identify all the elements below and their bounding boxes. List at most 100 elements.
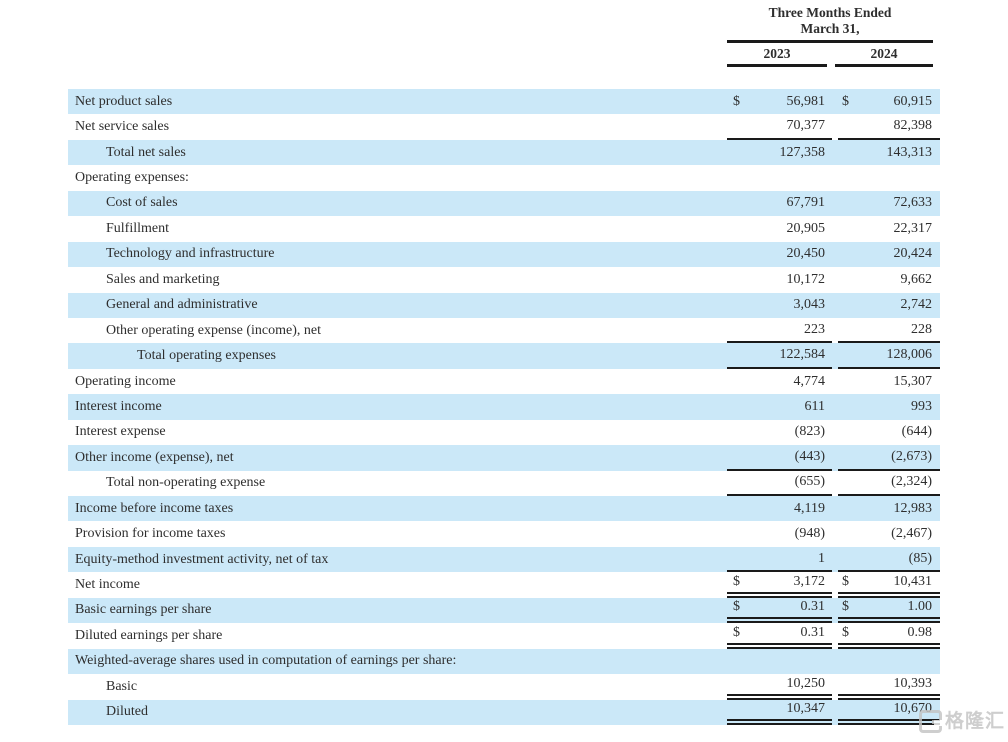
row-label: Net product sales <box>75 93 173 109</box>
table-row: Net service sales 70,377 82,398 <box>68 114 940 140</box>
table-row: Net income $ 3,172 $ 10,431 <box>68 572 940 598</box>
value-cell-2023 <box>727 649 832 674</box>
table-row: Cost of sales 67,791 72,633 <box>68 190 940 217</box>
table-row: Interest income 611 993 <box>68 394 940 420</box>
value-cell-2024: (2,673) <box>838 445 940 471</box>
value-cell-2024: 82,398 <box>838 114 940 140</box>
row-label: Sales and marketing <box>106 271 220 287</box>
value-cell-2023: 67,791 <box>727 191 832 216</box>
row-label: Net income <box>75 577 140 593</box>
value-2024: 72,633 <box>893 195 933 211</box>
row-label: Operating expenses: <box>75 170 189 186</box>
table-row: Fulfillment 20,905 22,317 <box>68 216 940 241</box>
value-cell-2023: (655) <box>727 471 832 496</box>
row-label: Weighted-average shares used in computat… <box>75 653 457 669</box>
dollar-sign-2023: $ <box>733 599 740 615</box>
value-cell-2024 <box>838 165 940 190</box>
value-cell-2024: 15,307 <box>838 369 940 394</box>
row-label: Operating income <box>75 373 176 389</box>
value-2023: 20,905 <box>786 220 826 236</box>
value-2023: 10,347 <box>786 701 826 717</box>
value-2023: 10,172 <box>786 271 826 287</box>
value-cell-2024: $ 60,915 <box>838 89 940 114</box>
value-2023: 611 <box>804 398 825 414</box>
value-cell-2024: (644) <box>838 420 940 445</box>
value-cell-2023: $ 3,172 <box>727 572 832 598</box>
table-row: General and administrative 3,043 2,742 <box>68 292 940 318</box>
value-2024: 0.98 <box>907 624 933 640</box>
value-2023: 4,774 <box>793 373 826 389</box>
value-2023: 70,377 <box>786 118 826 134</box>
year-headers-row: 2023 2024 <box>727 45 933 67</box>
value-2024: 60,915 <box>893 93 933 109</box>
value-2023: 1 <box>818 550 825 566</box>
value-2023: 20,450 <box>786 246 826 262</box>
value-2024: 128,006 <box>886 347 933 363</box>
value-cell-2023: 70,377 <box>727 114 832 140</box>
value-2023: (948) <box>794 526 825 542</box>
period-title-line2: March 31, <box>800 21 860 36</box>
row-label: Interest income <box>75 398 162 414</box>
value-cell-2024: 12,983 <box>838 496 940 521</box>
table-row: Diluted 10,347 10,670 <box>68 699 940 725</box>
value-cell-2023: 20,905 <box>727 216 832 241</box>
value-2023: 0.31 <box>800 599 826 615</box>
value-2023: 10,250 <box>786 675 826 691</box>
row-label: Total net sales <box>106 144 186 160</box>
value-2024: 22,317 <box>893 220 933 236</box>
value-2024: 10,393 <box>893 675 933 691</box>
row-label: Other income (expense), net <box>75 449 234 465</box>
value-2023: 67,791 <box>786 195 826 211</box>
value-cell-2023: 127,358 <box>727 140 832 165</box>
value-cell-2023: 10,250 <box>727 674 832 700</box>
value-cell-2024: 10,393 <box>838 674 940 700</box>
table-row: Diluted earnings per share $ 0.31 $ 0.98 <box>68 623 940 649</box>
value-cell-2024: (2,324) <box>838 471 940 496</box>
value-cell-2023: (443) <box>727 445 832 471</box>
value-cell-2024: 72,633 <box>838 191 940 216</box>
table-row: Net product sales $ 56,981 $ 60,915 <box>68 89 940 115</box>
dollar-sign-2024: $ <box>842 599 849 615</box>
value-cell-2024: $ 10,431 <box>838 572 940 598</box>
table-row: Total non-operating expense (655) (2,324… <box>68 471 940 496</box>
row-label: Total operating expenses <box>137 348 276 364</box>
table-row: Basic earnings per share $ 0.31 $ 1.00 <box>68 597 940 624</box>
value-2024: (85) <box>908 550 932 566</box>
row-label: Equity-method investment activity, net o… <box>75 551 329 567</box>
period-title-line1: Three Months Ended <box>768 5 892 20</box>
value-cell-2023: $ 0.31 <box>727 598 832 624</box>
gelonghui-watermark: 格隆汇 <box>918 710 1005 733</box>
table-row: Total net sales 127,358 143,313 <box>68 139 940 166</box>
value-cell-2023: (948) <box>727 521 832 546</box>
value-cell-2023 <box>727 165 832 190</box>
row-label: Diluted <box>106 704 148 720</box>
value-2023: (443) <box>794 448 825 464</box>
dollar-sign-2024: $ <box>842 93 849 109</box>
table-row: Other operating expense (income), net 22… <box>68 318 940 344</box>
value-2024: 10,431 <box>893 574 933 590</box>
value-cell-2024: 20,424 <box>838 242 940 267</box>
value-cell-2024: 228 <box>838 318 940 344</box>
value-2024: (644) <box>901 424 932 440</box>
value-cell-2023: 3,043 <box>727 293 832 318</box>
row-label: Diluted earnings per share <box>75 627 223 643</box>
value-cell-2023: 223 <box>727 318 832 344</box>
column-period-header: Three Months Ended March 31, 2023 2024 <box>727 5 933 67</box>
value-2024: (2,324) <box>891 474 932 490</box>
dollar-sign-2023: $ <box>733 574 740 590</box>
value-cell-2024: 9,662 <box>838 267 940 292</box>
year-headers-gap <box>827 45 835 67</box>
value-cell-2024 <box>838 649 940 674</box>
table-body: Net product sales $ 56,981 $ 60,915 Net … <box>68 89 940 725</box>
row-label: Other operating expense (income), net <box>106 322 321 338</box>
row-label: Basic <box>106 678 138 694</box>
row-label: Provision for income taxes <box>75 526 226 542</box>
row-label: Interest expense <box>75 424 166 440</box>
table-row: Operating expenses: <box>68 165 940 190</box>
value-cell-2023: 611 <box>727 394 832 419</box>
dollar-sign-2024: $ <box>842 624 849 640</box>
value-cell-2023: (823) <box>727 420 832 445</box>
value-cell-2023: 4,119 <box>727 496 832 521</box>
value-cell-2023: 4,774 <box>727 369 832 394</box>
